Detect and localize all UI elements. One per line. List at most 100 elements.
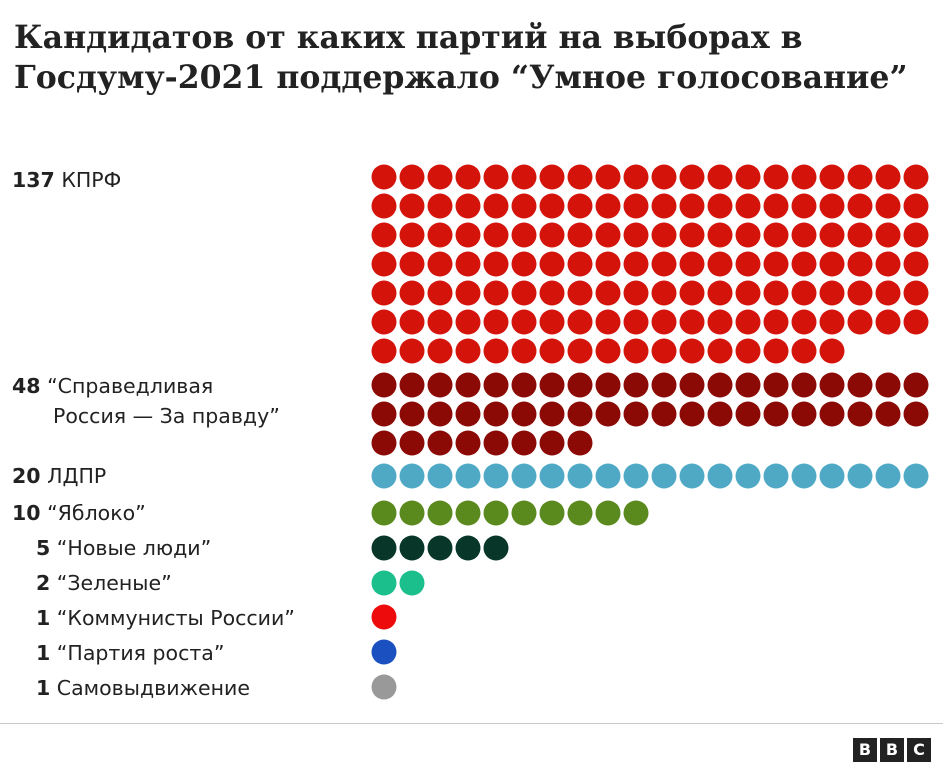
dot-kprf	[595, 280, 621, 306]
footer-divider	[0, 723, 943, 724]
dot-kprf	[763, 280, 789, 306]
dot-kprf	[511, 338, 537, 364]
dot-sr	[371, 401, 397, 427]
dot-kprf	[819, 222, 845, 248]
dot-kprf	[371, 309, 397, 335]
dot-kprf	[427, 164, 453, 190]
dot-kprf	[595, 338, 621, 364]
dot-yabloko	[371, 500, 397, 526]
dot-sr	[679, 401, 705, 427]
dot-kprf	[903, 309, 929, 335]
dot-kprf	[707, 193, 733, 219]
dot-sr	[707, 372, 733, 398]
dot-kprf	[763, 309, 789, 335]
dot-kprf	[819, 193, 845, 219]
dot-kprf	[623, 251, 649, 277]
value-samovydvizhenie: 1	[36, 676, 51, 700]
dot-kprf	[539, 164, 565, 190]
dot-yabloko	[483, 500, 509, 526]
bbc-logo-letter: B	[853, 738, 877, 762]
dot-ldpr	[847, 463, 873, 489]
dot-kprf	[791, 338, 817, 364]
dot-sr	[455, 430, 481, 456]
label-zelenye: 2 “Зеленые”	[36, 568, 172, 598]
dot-ldpr	[875, 463, 901, 489]
party-name-partiya-rosta: “Партия роста”	[56, 641, 225, 665]
dot-kprf	[595, 193, 621, 219]
dot-kprf	[651, 309, 677, 335]
dot-kprf	[651, 280, 677, 306]
dot-kprf	[735, 309, 761, 335]
dot-ldpr	[567, 463, 593, 489]
dot-kprf	[371, 338, 397, 364]
dot-kprf	[735, 222, 761, 248]
dot-kprf	[595, 251, 621, 277]
dot-kprf	[791, 251, 817, 277]
dot-kprf	[623, 309, 649, 335]
dot-sr	[399, 430, 425, 456]
dot-kprf	[763, 193, 789, 219]
dot-sr	[539, 401, 565, 427]
label-sr: 48 “Справедливая Россия — За правду”	[12, 371, 280, 431]
label-partiya-rosta: 1 “Партия роста”	[36, 638, 224, 668]
dot-kprf	[847, 251, 873, 277]
dot-kprf	[567, 251, 593, 277]
dot-sr	[819, 401, 845, 427]
dot-kprf	[539, 338, 565, 364]
dot-ldpr	[399, 463, 425, 489]
dot-sr	[679, 372, 705, 398]
dot-sr	[763, 401, 789, 427]
dot-ldpr	[371, 463, 397, 489]
dot-kprf	[847, 222, 873, 248]
value-novye-lyudi: 5	[36, 536, 51, 560]
dot-kprf	[763, 251, 789, 277]
dot-kprf	[483, 222, 509, 248]
dot-yabloko	[511, 500, 537, 526]
dot-kprf	[819, 164, 845, 190]
dot-kprf	[567, 193, 593, 219]
dot-sr	[567, 430, 593, 456]
chart-title: Кандидатов от каких партий на выборах в …	[14, 19, 908, 96]
dot-ldpr	[903, 463, 929, 489]
dot-ldpr	[819, 463, 845, 489]
dot-kprf	[763, 338, 789, 364]
dot-kprf	[707, 309, 733, 335]
dot-kprf	[623, 280, 649, 306]
dot-kprf	[651, 338, 677, 364]
dot-ldpr	[511, 463, 537, 489]
dot-kprf	[819, 338, 845, 364]
dot-kprf	[735, 193, 761, 219]
party-name-kommunisty: “Коммунисты России”	[56, 606, 295, 630]
dot-kprf	[399, 338, 425, 364]
dot-kprf	[651, 164, 677, 190]
party-name-novye-lyudi: “Новые люди”	[56, 536, 212, 560]
dot-kprf	[483, 280, 509, 306]
dot-sr	[903, 401, 929, 427]
party-name-kprf: КПРФ	[61, 168, 122, 192]
dot-sr	[455, 401, 481, 427]
dot-kprf	[623, 222, 649, 248]
dot-kprf	[763, 222, 789, 248]
dot-ldpr	[595, 463, 621, 489]
dot-sr	[903, 372, 929, 398]
dot-kprf	[707, 222, 733, 248]
dot-samovydvizhenie	[371, 674, 397, 700]
dot-kprf	[539, 309, 565, 335]
dot-kprf	[455, 309, 481, 335]
party-name-ldpr: ЛДПР	[47, 464, 107, 488]
dot-ldpr	[539, 463, 565, 489]
dot-ldpr	[623, 463, 649, 489]
dot-sr	[707, 401, 733, 427]
dot-kprf	[427, 309, 453, 335]
dot-kprf	[679, 280, 705, 306]
dot-kprf	[651, 222, 677, 248]
dot-kprf	[819, 251, 845, 277]
party-name-sr-line1: “Справедливая	[47, 374, 214, 398]
dot-kprf	[651, 193, 677, 219]
dot-sr	[847, 401, 873, 427]
dot-ldpr	[651, 463, 677, 489]
value-kprf: 137	[12, 168, 55, 192]
dot-kprf	[427, 338, 453, 364]
dot-kprf	[847, 193, 873, 219]
dot-kprf	[847, 280, 873, 306]
